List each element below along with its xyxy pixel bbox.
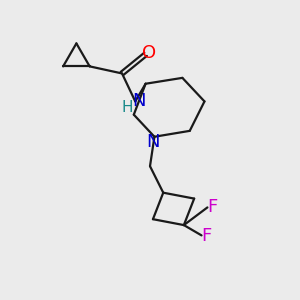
Text: F: F: [208, 198, 218, 216]
Text: N: N: [146, 133, 160, 151]
Text: O: O: [142, 44, 157, 62]
Text: N: N: [132, 92, 146, 110]
Text: F: F: [202, 227, 212, 245]
Text: H: H: [121, 100, 133, 115]
